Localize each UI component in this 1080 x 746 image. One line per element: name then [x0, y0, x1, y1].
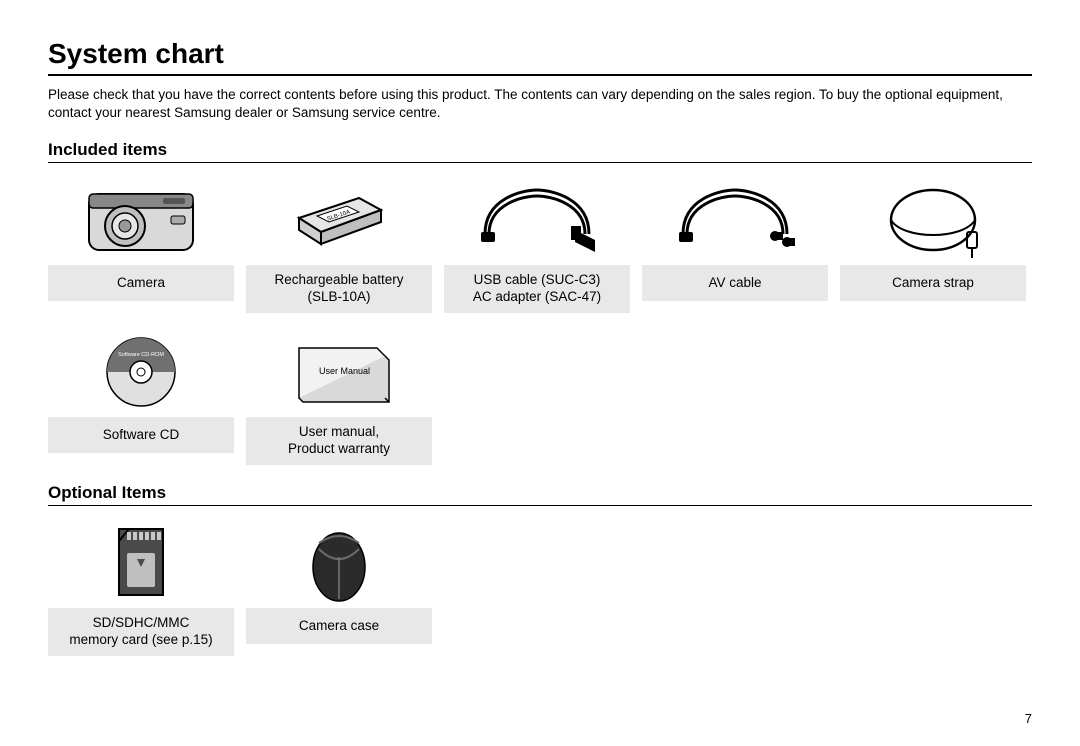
page-number: 7	[1025, 711, 1032, 726]
cd-icon: Software CD-ROM	[48, 325, 234, 417]
cable-plug-icon	[444, 173, 630, 265]
item-label: Camera strap	[840, 265, 1026, 301]
item-label: User manual, Product warranty	[246, 417, 432, 465]
item-camera: Camera	[48, 173, 234, 313]
item-battery: SLB-10ARechargeable battery (SLB-10A)	[246, 173, 432, 313]
item-cd: Software CD-ROM Software CD	[48, 325, 234, 465]
svg-text:User Manual: User Manual	[319, 366, 370, 376]
page: System chart Please check that you have …	[0, 0, 1080, 746]
case-icon	[246, 516, 432, 608]
optional-heading: Optional Items	[48, 483, 1032, 506]
included-heading: Included items	[48, 140, 1032, 163]
item-label: USB cable (SUC-C3) AC adapter (SAC-47)	[444, 265, 630, 313]
item-label: Software CD	[48, 417, 234, 453]
page-title: System chart	[48, 38, 1032, 76]
svg-text:Software CD-ROM: Software CD-ROM	[118, 352, 164, 358]
item-label: Camera case	[246, 608, 432, 644]
cable-av-icon	[642, 173, 828, 265]
item-label: SD/SDHC/MMC memory card (see p.15)	[48, 608, 234, 656]
item-manual: User Manual User manual, Product warranty	[246, 325, 432, 465]
item-label: Rechargeable battery (SLB-10A)	[246, 265, 432, 313]
optional-grid: SD/SDHC/MMC memory card (see p.15) Camera…	[48, 516, 1032, 656]
item-av: AV cable	[642, 173, 828, 313]
battery-icon: SLB-10A	[246, 173, 432, 265]
strap-icon	[840, 173, 1026, 265]
item-label: AV cable	[642, 265, 828, 301]
item-case: Camera case	[246, 516, 432, 656]
camera-icon	[48, 173, 234, 265]
sd-icon	[48, 516, 234, 608]
item-usb: USB cable (SUC-C3) AC adapter (SAC-47)	[444, 173, 630, 313]
included-grid: Camera SLB-10ARechargeable battery (SLB-1…	[48, 173, 1032, 465]
manual-icon: User Manual	[246, 325, 432, 417]
intro-text: Please check that you have the correct c…	[48, 86, 1032, 122]
item-label: Camera	[48, 265, 234, 301]
item-sd: SD/SDHC/MMC memory card (see p.15)	[48, 516, 234, 656]
item-strap: Camera strap	[840, 173, 1026, 313]
